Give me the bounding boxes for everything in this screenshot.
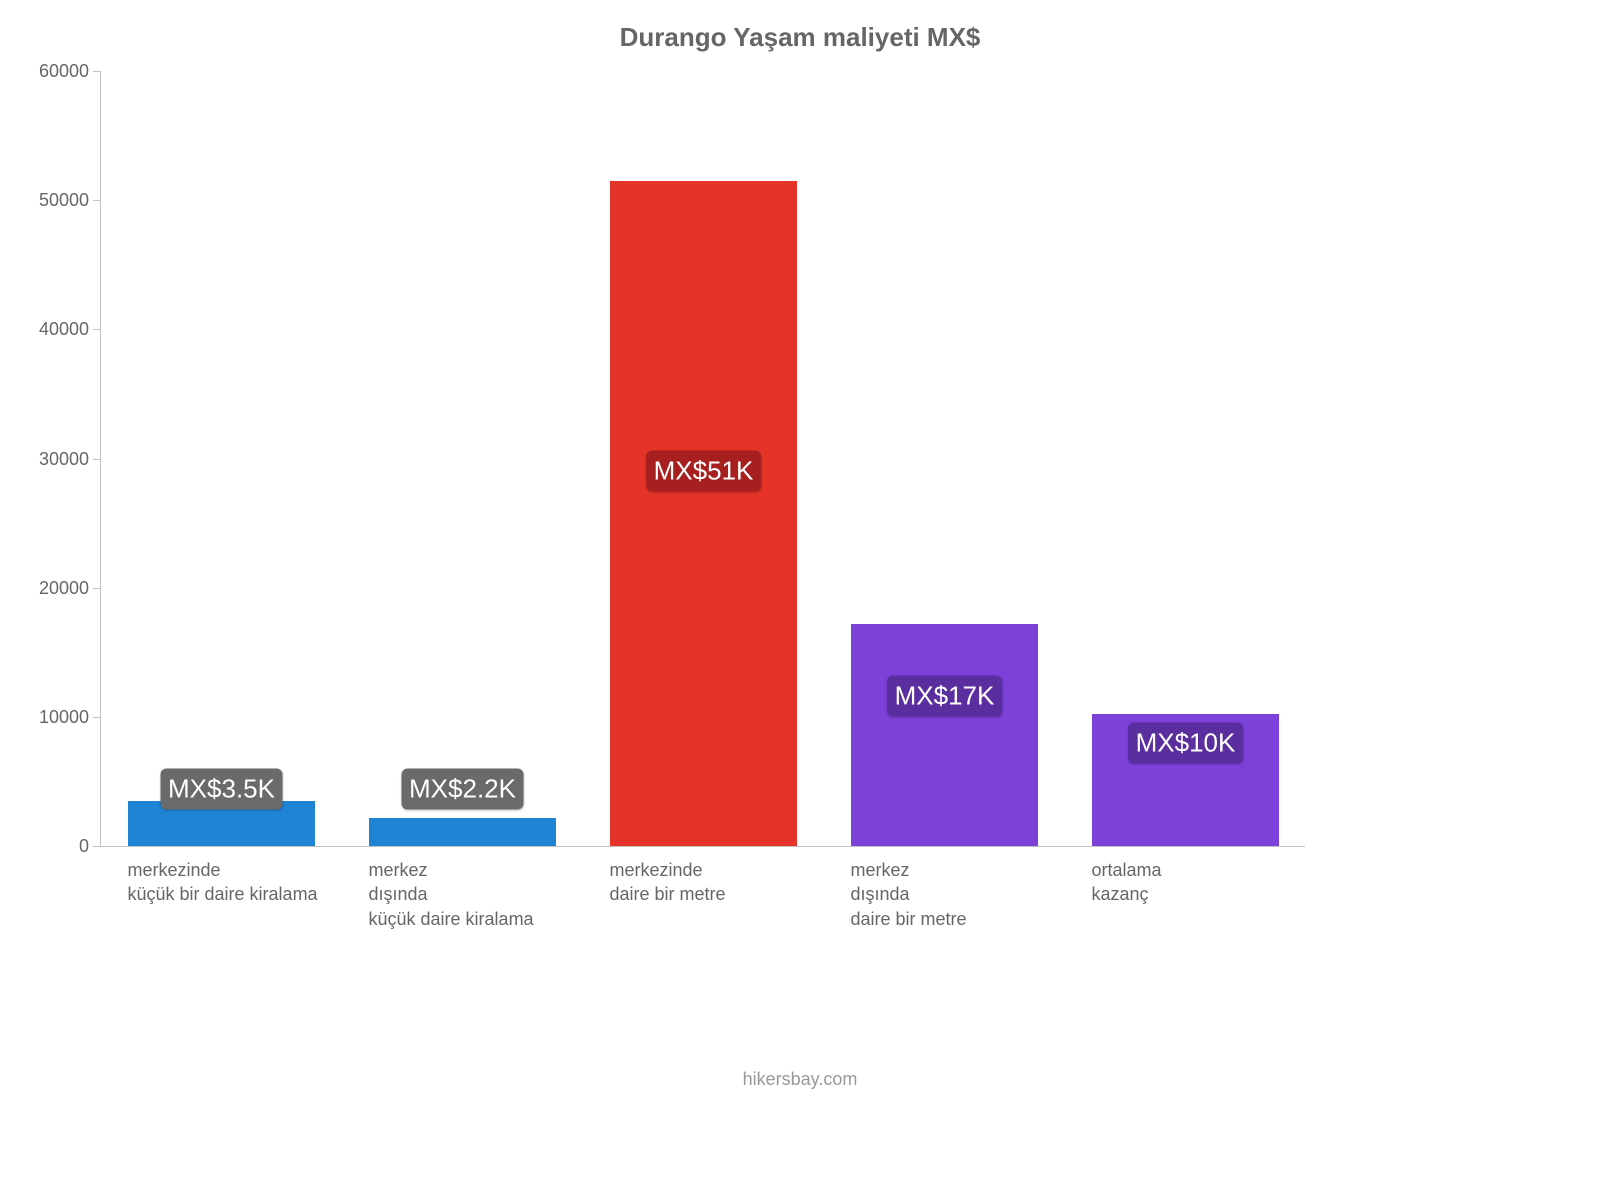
y-tick-mark bbox=[93, 717, 101, 718]
x-category-label: merkezdışındadaire bir metre bbox=[851, 846, 1067, 931]
y-tick-label: 10000 bbox=[39, 707, 89, 728]
bar-value-label: MX$2.2K bbox=[401, 769, 524, 810]
bar-value-label: MX$3.5K bbox=[160, 769, 283, 810]
y-tick-mark bbox=[93, 71, 101, 72]
bar bbox=[610, 181, 798, 846]
chart-title: Durango Yaşam maliyeti MX$ bbox=[0, 22, 1600, 53]
attribution-text: hikersbay.com bbox=[0, 1069, 1600, 1090]
bar bbox=[369, 818, 557, 846]
bar-value-label: MX$10K bbox=[1128, 722, 1244, 763]
y-tick-label: 30000 bbox=[39, 449, 89, 470]
y-tick-label: 60000 bbox=[39, 61, 89, 82]
x-category-label: merkezdışındaküçük daire kiralama bbox=[369, 846, 585, 931]
y-tick-mark bbox=[93, 588, 101, 589]
chart-container: Durango Yaşam maliyeti MX$ 0100002000030… bbox=[0, 0, 1600, 1200]
y-tick-label: 50000 bbox=[39, 190, 89, 211]
y-tick-label: 0 bbox=[79, 836, 89, 857]
x-category-label: merkezindedaire bir metre bbox=[610, 846, 826, 907]
x-category-label: ortalamakazanç bbox=[1092, 846, 1308, 907]
y-tick-mark bbox=[93, 329, 101, 330]
y-tick-label: 40000 bbox=[39, 319, 89, 340]
bar-value-label: MX$17K bbox=[887, 676, 1003, 717]
y-tick-mark bbox=[93, 846, 101, 847]
plot-area: 0100002000030000400005000060000merkezind… bbox=[100, 72, 1305, 847]
x-category-label: merkezindeküçük bir daire kiralama bbox=[128, 846, 344, 907]
bar-value-label: MX$51K bbox=[646, 451, 762, 492]
y-tick-label: 20000 bbox=[39, 578, 89, 599]
y-tick-mark bbox=[93, 459, 101, 460]
y-tick-mark bbox=[93, 200, 101, 201]
bar bbox=[851, 624, 1039, 846]
